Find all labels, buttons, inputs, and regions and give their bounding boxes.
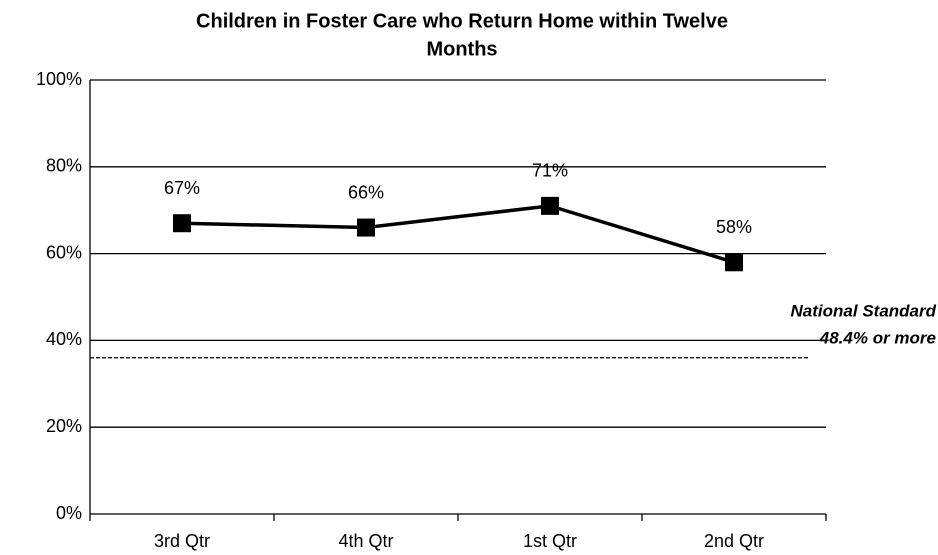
value-label: 71% [532,161,568,181]
value-label: 58% [716,217,752,237]
y-tick-label: 40% [46,329,82,349]
marker [357,218,375,237]
x-tick-label: 3rd Qtr [154,531,210,551]
chart-title: Children in Foster Care who Return Home … [196,10,728,32]
chart-title: Months [426,38,497,60]
reference-label: 48.4% or more [819,328,936,347]
marker [173,214,191,233]
x-tick-label: 2nd Qtr [704,531,764,551]
y-tick-label: 60% [46,242,82,262]
value-label: 67% [164,178,200,198]
reference-label: National Standard [791,301,937,320]
data-line [181,204,735,264]
x-tick-label: 1st Qtr [523,531,577,551]
y-tick-label: 0% [56,503,82,523]
marker [725,253,743,272]
y-tick-label: 20% [46,416,82,436]
y-tick-label: 80% [46,156,82,176]
marker [541,196,559,215]
y-tick-label: 100% [36,69,82,89]
x-tick-label: 4th Qtr [338,531,393,551]
value-label: 66% [348,182,384,202]
